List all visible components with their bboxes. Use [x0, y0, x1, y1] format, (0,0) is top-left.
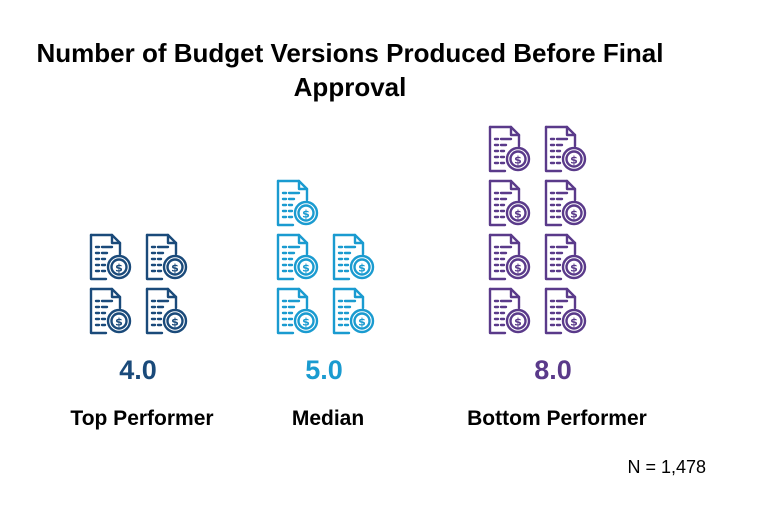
category-label: Top Performer: [70, 407, 213, 430]
value-label: 8.0: [534, 355, 572, 385]
document-dollar-icon: [488, 125, 531, 173]
document-dollar-icon: [89, 233, 132, 281]
category-label: Median: [292, 407, 364, 430]
chart-title: Number of Budget Versions Produced Befor…: [36, 38, 664, 102]
value-label: 4.0: [119, 355, 157, 385]
document-dollar-icon: [488, 287, 531, 335]
document-dollar-icon: [544, 233, 587, 281]
document-dollar-icon: [544, 179, 587, 227]
document-dollar-icon: [89, 287, 132, 335]
group-bottom-performer: 8.0 Bottom Performer: [467, 125, 647, 430]
document-dollar-icon: [544, 125, 587, 173]
document-dollar-icon: [145, 287, 188, 335]
document-dollar-icon: [276, 287, 319, 335]
document-dollar-icon: [145, 233, 188, 281]
footnote: N = 1,478: [627, 457, 706, 477]
group-median: 5.0 Median: [276, 179, 375, 430]
document-dollar-icon: [276, 179, 319, 227]
value-label: 5.0: [305, 355, 343, 385]
document-dollar-icon: [488, 179, 531, 227]
group-top-performer: 4.0 Top Performer: [70, 233, 214, 430]
document-dollar-icon: [332, 233, 375, 281]
document-dollar-icon: [544, 287, 587, 335]
document-dollar-icon: [276, 233, 319, 281]
document-dollar-icon: [488, 233, 531, 281]
category-label: Bottom Performer: [467, 407, 647, 430]
document-dollar-icon: [332, 287, 375, 335]
